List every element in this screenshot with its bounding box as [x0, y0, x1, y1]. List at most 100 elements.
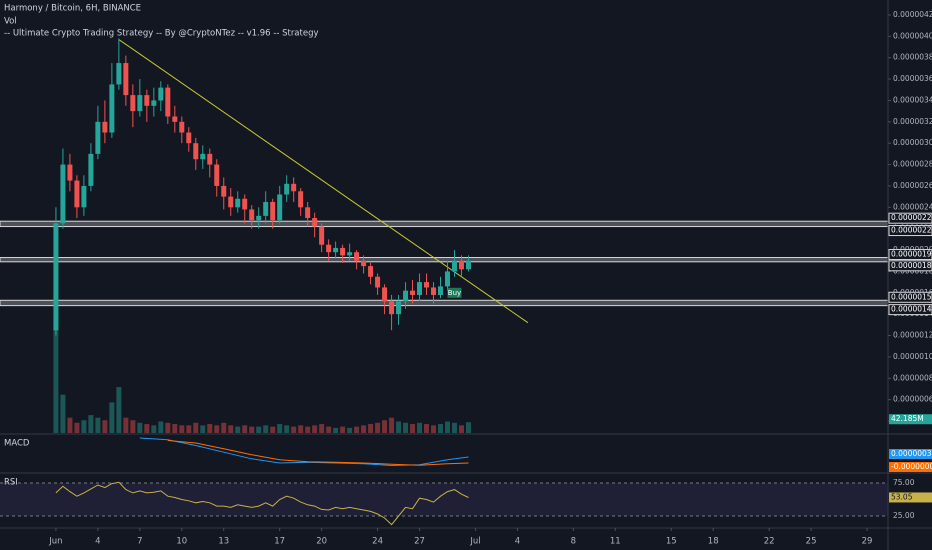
x-tick-label: 11 — [610, 537, 621, 547]
volume-bar — [458, 425, 464, 433]
volume-bar — [200, 425, 206, 433]
volume-bar — [417, 422, 423, 433]
zone — [0, 299, 889, 307]
volume-bar — [333, 427, 339, 433]
volume-bar — [312, 425, 318, 433]
volume-bar — [151, 425, 157, 433]
price-label: 42.185M — [891, 414, 924, 423]
candle-body — [179, 121, 185, 133]
volume-bar — [207, 424, 213, 433]
volume-bar — [165, 422, 171, 433]
pane-title: RSI — [4, 478, 18, 488]
volume-bar — [284, 425, 290, 433]
candle-body — [144, 95, 150, 106]
zone — [0, 220, 889, 228]
candle-body — [277, 194, 283, 221]
candle-body — [458, 260, 464, 270]
volume-bar — [347, 427, 353, 433]
candle-body — [333, 247, 339, 253]
candle-body — [375, 276, 381, 288]
candle-body — [60, 164, 66, 224]
volume-bar — [451, 422, 457, 433]
indicator-label: -- Ultimate Crypto Trading Strategy -- B… — [4, 29, 319, 39]
y-tick-label: 25.00 — [893, 511, 915, 520]
volume-bar — [319, 424, 325, 433]
candle-body — [354, 252, 360, 261]
volume-bar — [95, 417, 101, 433]
volume-bar — [298, 425, 304, 433]
x-tick-label: 17 — [274, 537, 285, 547]
price-label: 0.00000189 — [891, 261, 932, 270]
volume-bar — [123, 417, 129, 433]
zone — [0, 257, 889, 263]
candle-body — [305, 207, 311, 218]
candle-body — [312, 217, 318, 227]
volume-bar — [186, 425, 192, 433]
plot-layer: Buy — [0, 38, 889, 526]
volume-bar — [256, 426, 262, 433]
volume-bar — [172, 424, 178, 433]
candle-body — [207, 153, 213, 165]
price-label: 0.00000227 — [891, 213, 932, 222]
price-label: 0.00000148 — [891, 305, 932, 314]
volume-bar — [438, 424, 444, 433]
candle-body — [451, 260, 457, 272]
candle-body — [74, 180, 80, 208]
x-tick-label: Jul — [469, 537, 480, 547]
candle-body — [200, 153, 206, 160]
candle-body — [389, 301, 395, 315]
x-tick-label: 8 — [571, 537, 576, 547]
candle-body — [151, 100, 157, 106]
candle-body — [396, 301, 402, 315]
candle-body — [361, 260, 367, 267]
candle-body — [235, 198, 241, 208]
signal-label: Buy — [448, 289, 461, 297]
volume-bar — [130, 420, 136, 433]
candle-body — [67, 164, 73, 181]
price-label: 0.00000153 — [891, 292, 932, 301]
volume-bar — [361, 425, 367, 433]
signal-box — [447, 287, 462, 298]
volume-bar — [403, 422, 409, 433]
volume-bar — [137, 422, 143, 433]
price-label-box — [889, 462, 932, 472]
volume-bar — [375, 422, 381, 433]
candle-body — [186, 132, 192, 144]
candle-body — [263, 201, 269, 216]
candle-body — [172, 116, 178, 122]
volume-bar — [389, 417, 395, 433]
x-tick-label: 18 — [708, 537, 719, 547]
candle-body — [130, 95, 136, 112]
volume-bar — [193, 422, 199, 433]
candle-body — [424, 282, 430, 288]
candle-body — [291, 183, 297, 192]
candle-body — [270, 201, 276, 221]
candle-body — [53, 223, 59, 331]
x-tick-label: 4 — [95, 537, 100, 547]
candle-body — [340, 247, 346, 256]
candle-body — [284, 183, 290, 195]
candle-body — [193, 143, 199, 160]
candle-body — [249, 209, 255, 221]
trendline — [118, 39, 529, 324]
candle-body — [444, 271, 450, 287]
x-tick-label: 7 — [137, 537, 142, 547]
x-tick-label: 20 — [316, 537, 327, 547]
x-tick-label: Jun — [48, 537, 62, 547]
volume-bar — [74, 422, 80, 433]
volume-bar — [144, 424, 150, 433]
volume-bar — [67, 417, 73, 433]
volume-bar — [431, 425, 437, 433]
volume-bar — [410, 424, 416, 433]
price-label-box — [888, 304, 932, 316]
x-tick-label: 25 — [806, 537, 817, 547]
candle-body — [319, 226, 325, 245]
